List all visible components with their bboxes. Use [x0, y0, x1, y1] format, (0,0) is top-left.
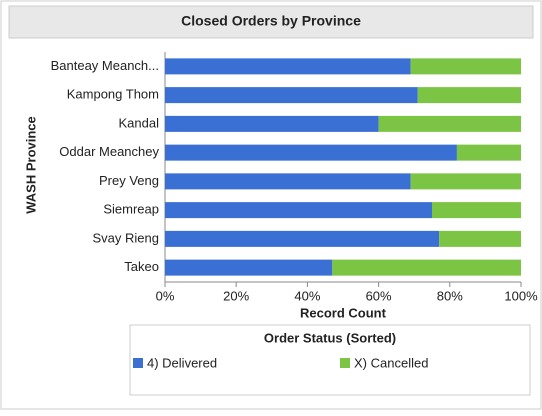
bar-segment — [165, 202, 432, 219]
bar-segment — [165, 115, 379, 132]
legend-box — [129, 324, 531, 396]
x-tick-label: 80% — [437, 288, 463, 303]
y-tick-label: Svay Rieng — [93, 230, 159, 245]
legend-swatch — [133, 358, 143, 368]
bar-segment — [165, 58, 411, 75]
bar-segment — [410, 58, 521, 75]
bar-segment — [432, 202, 521, 219]
y-tick-label: Siemreap — [103, 202, 159, 217]
legend-label: X) Cancelled — [354, 355, 428, 370]
bar-segment — [417, 87, 521, 104]
bar-segment — [439, 230, 521, 247]
y-tick-label: Kandal — [119, 115, 160, 130]
bar-segment — [410, 173, 521, 190]
y-axis-label: WASH Province — [23, 116, 38, 214]
x-axis-label: Record Count — [300, 305, 387, 320]
legend-title: Order Status (Sorted) — [264, 330, 396, 345]
bar-segment — [456, 144, 521, 161]
x-tick-label: 0% — [156, 288, 175, 303]
x-tick-label: 20% — [223, 288, 249, 303]
x-tick-label: 100% — [504, 288, 538, 303]
bar-segment — [378, 115, 521, 132]
bar-segment — [165, 87, 418, 104]
title-bar — [8, 5, 534, 39]
bar-segment — [165, 173, 411, 190]
bar-segment — [165, 230, 440, 247]
legend-label: 4) Delivered — [147, 355, 217, 370]
x-tick-label: 40% — [294, 288, 320, 303]
y-tick-label: Kampong Thom — [67, 87, 159, 102]
y-tick-label: Prey Veng — [99, 173, 159, 188]
bar-segment — [165, 144, 457, 161]
y-tick-label: Takeo — [124, 259, 159, 274]
y-tick-label: Oddar Meanchey — [59, 144, 159, 159]
legend-swatch — [340, 358, 350, 368]
chart-title: Closed Orders by Province — [181, 13, 361, 29]
y-tick-label: Banteay Meanch... — [51, 58, 159, 73]
bar-segment — [165, 259, 333, 276]
x-tick-label: 60% — [366, 288, 392, 303]
bar-segment — [332, 259, 521, 276]
